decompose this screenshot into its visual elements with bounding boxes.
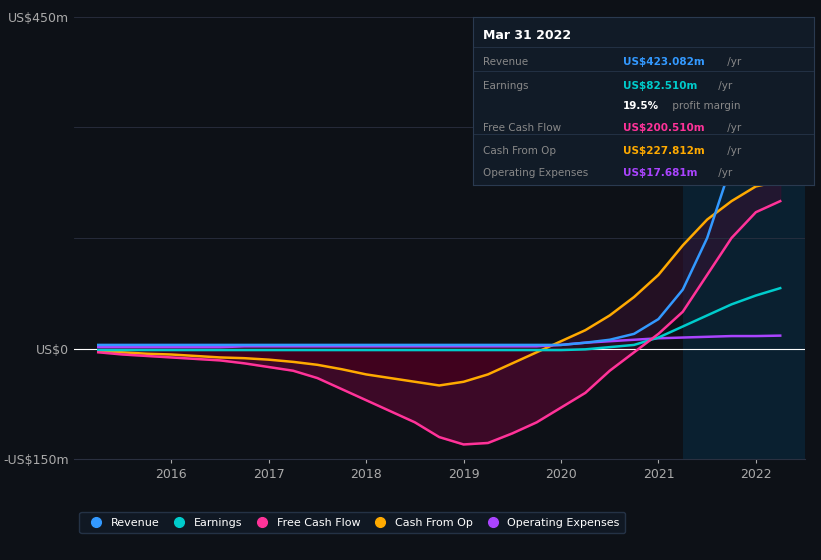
Text: 19.5%: 19.5%	[623, 101, 659, 111]
Text: US$200.510m: US$200.510m	[623, 123, 704, 133]
Text: /yr: /yr	[724, 146, 741, 156]
Text: US$423.082m: US$423.082m	[623, 57, 704, 67]
Text: /yr: /yr	[715, 168, 732, 178]
Text: profit margin: profit margin	[669, 101, 741, 111]
Text: Earnings: Earnings	[483, 81, 529, 91]
Text: Cash From Op: Cash From Op	[483, 146, 556, 156]
Text: /yr: /yr	[724, 57, 741, 67]
Text: US$17.681m: US$17.681m	[623, 168, 697, 178]
Text: Mar 31 2022: Mar 31 2022	[483, 29, 571, 41]
Text: Revenue: Revenue	[483, 57, 528, 67]
Legend: Revenue, Earnings, Free Cash Flow, Cash From Op, Operating Expenses: Revenue, Earnings, Free Cash Flow, Cash …	[80, 512, 625, 533]
Text: US$227.812m: US$227.812m	[623, 146, 704, 156]
Text: /yr: /yr	[715, 81, 732, 91]
Text: Operating Expenses: Operating Expenses	[483, 168, 589, 178]
Bar	[683, 17, 805, 459]
Text: US$82.510m: US$82.510m	[623, 81, 697, 91]
Text: /yr: /yr	[724, 123, 741, 133]
Text: Free Cash Flow: Free Cash Flow	[483, 123, 562, 133]
